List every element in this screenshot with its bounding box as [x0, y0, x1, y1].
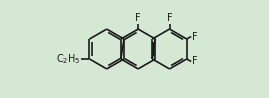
Text: F: F [192, 31, 198, 41]
Text: F: F [192, 57, 198, 67]
Text: F: F [135, 13, 141, 23]
Text: F: F [167, 13, 172, 23]
Text: C$_2$H$_5$: C$_2$H$_5$ [56, 52, 80, 66]
